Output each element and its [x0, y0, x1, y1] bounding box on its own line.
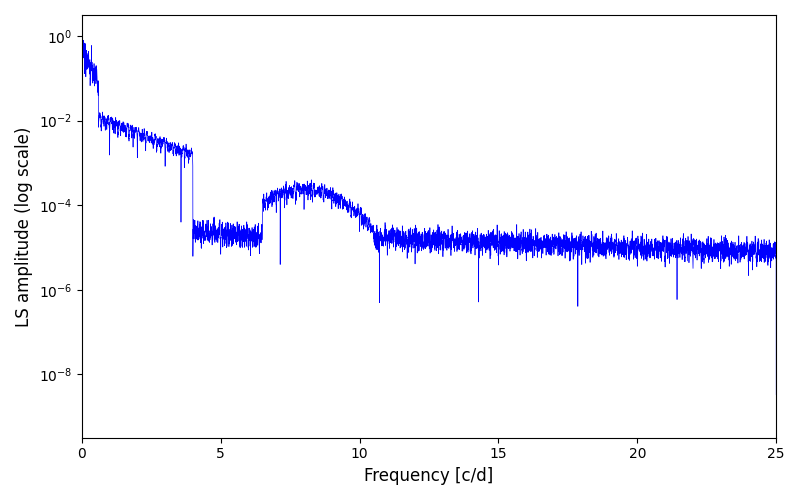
X-axis label: Frequency [c/d]: Frequency [c/d]	[364, 467, 494, 485]
Y-axis label: LS amplitude (log scale): LS amplitude (log scale)	[15, 126, 33, 326]
